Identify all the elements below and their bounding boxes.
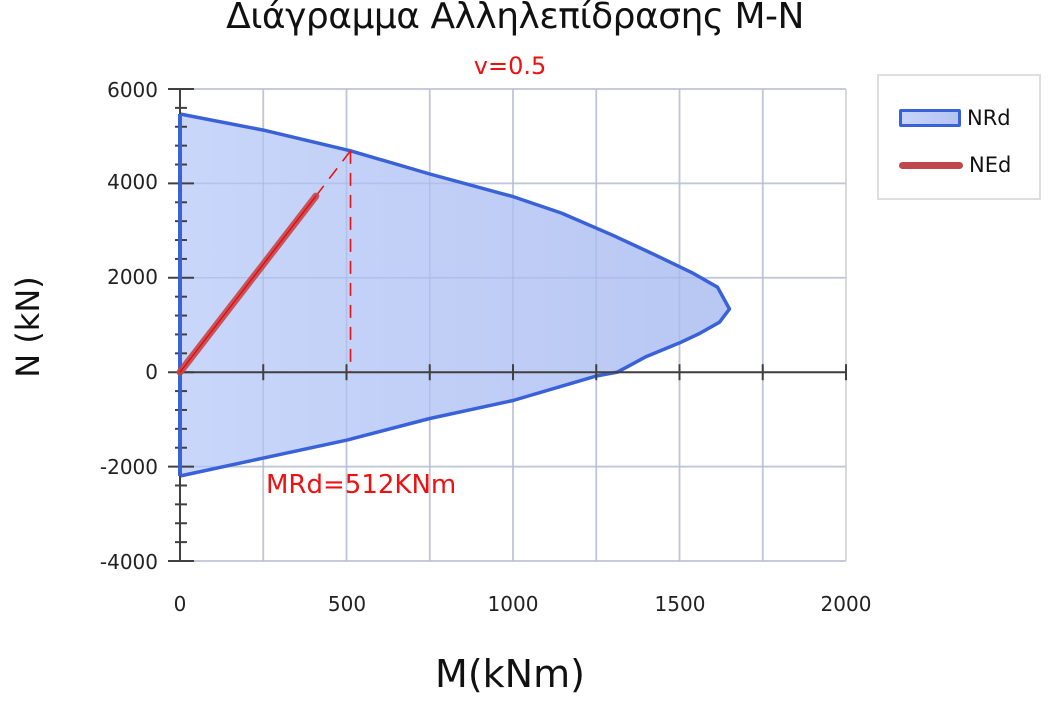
legend: NRd NEd [877, 74, 1041, 200]
y-tick-label: 2000 [107, 265, 158, 289]
x-tick-label: 0 [173, 592, 187, 616]
y-tick-label: -2000 [99, 455, 158, 479]
legend-item-ned[interactable]: NEd [899, 151, 1011, 179]
mrd-dashed-line [315, 150, 352, 197]
y-axis-title: N (kN) [9, 276, 47, 378]
x-axis-title: M(kNm) [435, 652, 585, 696]
legend-label: NEd [969, 153, 1012, 177]
line-swatch-icon [899, 161, 963, 169]
mrd-annotation: MRd=512KNm [266, 470, 457, 500]
y-tick-label: -4000 [99, 550, 158, 574]
x-tick-label: 500 [327, 592, 367, 616]
x-tick-label: 1000 [487, 592, 539, 616]
area-swatch-icon [899, 109, 961, 127]
y-tick-label: 0 [145, 360, 158, 384]
x-tick-label: 2000 [820, 592, 872, 616]
legend-label: NRd [967, 106, 1011, 130]
y-tick-label: 4000 [107, 170, 158, 194]
chart-subtitle: v=0.5 [473, 52, 547, 80]
nrd-area-fill [180, 114, 730, 476]
legend-item-nrd[interactable]: NRd [899, 104, 1011, 132]
ned-line-core [179, 195, 317, 373]
y-tick-label: 6000 [107, 78, 158, 102]
chart-title: Διάγραμμα Αλληλεπίδρασης M-N [226, 0, 804, 37]
nrd-outline [179, 112, 732, 478]
x-tick-label: 1500 [654, 592, 706, 616]
